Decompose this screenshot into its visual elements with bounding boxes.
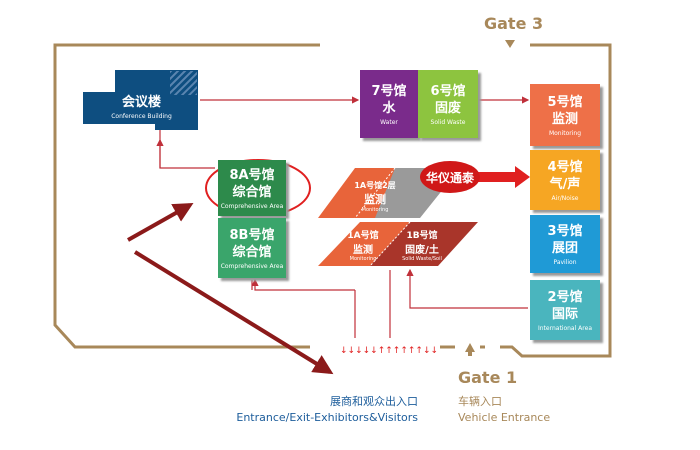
hall-4[interactable]: 4号馆 气/声 Air/Noise (530, 150, 600, 210)
conference-label[interactable]: 会议楼 Conference Building (111, 95, 172, 120)
vehicle-label: 车辆入口 Vehicle Entrance (458, 395, 551, 424)
entrance-label: 展商和观众出入口 Entrance/Exit-Exhibitors&Visito… (236, 395, 418, 424)
gate1-label: Gate 1 (458, 368, 518, 387)
company-name: 华仪通泰 (425, 171, 474, 185)
hall-1B-shape (370, 222, 478, 266)
conference-building-shape (83, 70, 198, 130)
hall-6[interactable]: 6号馆 固废 Solid Waste (418, 70, 478, 138)
gate3-marker (505, 40, 515, 48)
hall-1A-shape (318, 222, 410, 266)
hall-7[interactable]: 7号馆水 Water (360, 70, 418, 138)
hall-1A2[interactable]: 1A号馆2层 监测 Monitoring (354, 181, 396, 213)
hall-5[interactable]: 5号馆 监测 Monitoring (530, 84, 600, 146)
entrance-arrows: ↓↓↓↓↓↑↑↑↑↑↑↓↓ (340, 346, 438, 356)
venue-boundary (53, 43, 612, 358)
pointer-arrow-entrance (133, 250, 334, 375)
hall-2[interactable]: 2号馆 国际 International Area (530, 280, 600, 340)
gate3-label: Gate 3 (484, 14, 544, 33)
pointer-arrow-8a (127, 203, 194, 242)
company-badge (420, 161, 480, 193)
hall-3[interactable]: 3号馆 展团 Pavilion (530, 215, 600, 273)
hall-8A[interactable]: 8A号馆 综合馆 Comprehensive Area (218, 160, 286, 216)
hall-1B[interactable]: 1B号馆 固废/土 Solid Waste/Soil (402, 231, 442, 262)
hall-8B[interactable]: 8B号馆 综合馆 Comprehensive Area (218, 218, 286, 278)
vehicle-arrow (465, 343, 475, 356)
hall-1A[interactable]: 1A号馆 监测 Monitoring (347, 231, 379, 262)
company-arrow (470, 166, 530, 188)
svg-text:↓↓↓↓↓↑↑↑↑↑↑↓↓: ↓↓↓↓↓↑↑↑↑↑↑↓↓ (340, 346, 438, 356)
